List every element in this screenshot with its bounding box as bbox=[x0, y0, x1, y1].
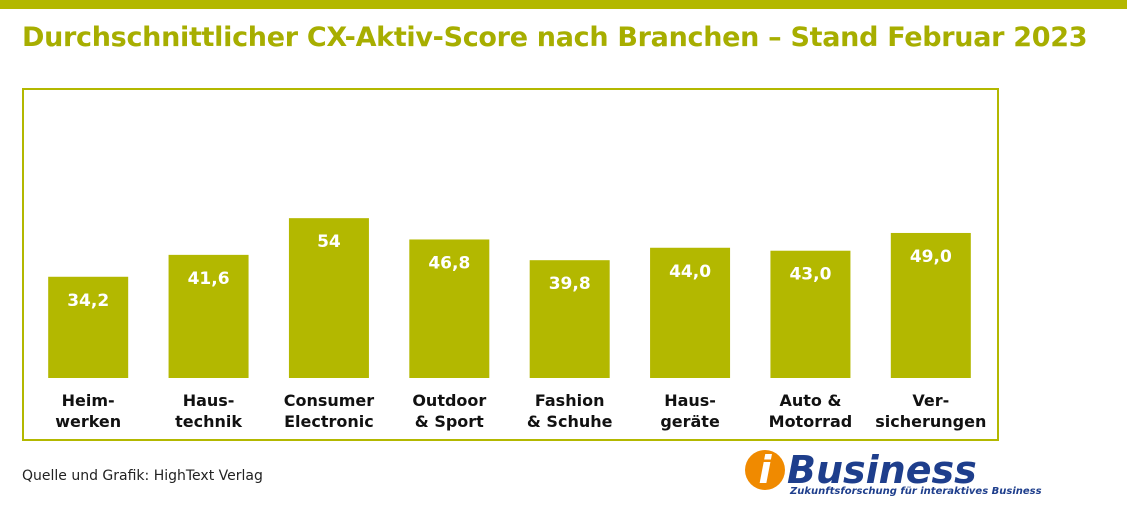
x-tick-label: Ver- sicherungen bbox=[875, 391, 987, 431]
bar bbox=[650, 247, 731, 378]
bar bbox=[168, 254, 249, 378]
source: Quelle und Grafik: HighText Verlag bbox=[22, 468, 263, 484]
plot-frame bbox=[22, 88, 999, 441]
x-tick-label: Heim- werken bbox=[55, 391, 122, 431]
x-tick-label: Haus- geräte bbox=[660, 391, 720, 431]
bar bbox=[409, 239, 490, 378]
logo-tagline: Zukunftsforschung für interaktives Busin… bbox=[790, 486, 1042, 497]
bar bbox=[48, 276, 129, 378]
value-label: 54 bbox=[317, 232, 341, 252]
value-label: 46,8 bbox=[428, 253, 470, 273]
x-tick-label: Auto & Motorrad bbox=[768, 391, 853, 431]
x-tick-label: Consumer Electronic bbox=[283, 391, 375, 431]
bar bbox=[288, 218, 369, 378]
value-label: 39,8 bbox=[549, 274, 591, 294]
value-label: 49,0 bbox=[910, 247, 952, 267]
x-tick-label: Outdoor & Sport bbox=[412, 391, 487, 431]
value-label: 43,0 bbox=[789, 265, 831, 285]
x-tick-label: Haus- technik bbox=[175, 391, 242, 431]
logo-icon: i bbox=[745, 450, 785, 490]
top-stripe bbox=[0, 0, 1127, 9]
value-label: 41,6 bbox=[188, 269, 230, 289]
bar bbox=[529, 260, 610, 378]
bar bbox=[890, 232, 971, 378]
value-label: 34,2 bbox=[67, 291, 109, 311]
x-tick-label: Fashion & Schuhe bbox=[526, 391, 613, 431]
bar bbox=[770, 250, 851, 378]
logo: i Business bbox=[745, 448, 977, 492]
value-label: 44,0 bbox=[669, 262, 711, 282]
logo-text: Business bbox=[787, 448, 977, 492]
chart-title: Durchschnittlicher CX-Aktiv-Score nach B… bbox=[22, 22, 1088, 53]
